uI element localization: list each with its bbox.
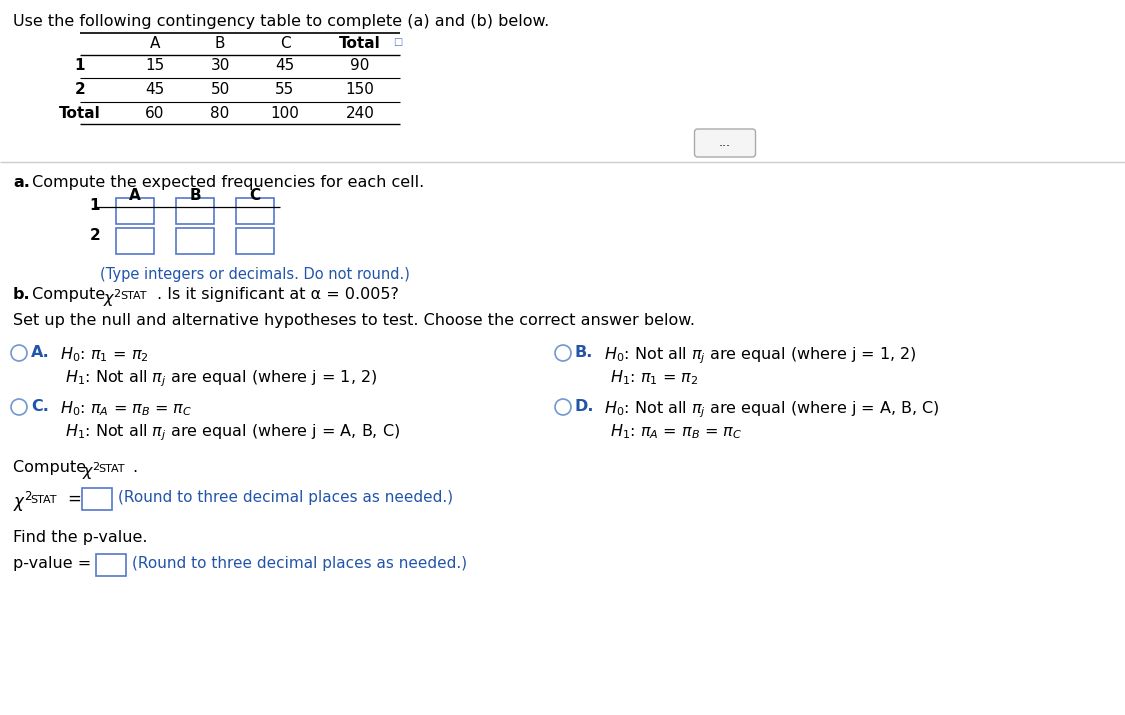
Text: $H_1$: $\pi_A$ = $\pi_B$ = $\pi_C$: $H_1$: $\pi_A$ = $\pi_B$ = $\pi_C$ <box>610 422 742 440</box>
FancyBboxPatch shape <box>82 488 113 510</box>
FancyBboxPatch shape <box>176 228 214 254</box>
Text: 2: 2 <box>90 228 100 243</box>
Text: Set up the null and alternative hypotheses to test. Choose the correct answer be: Set up the null and alternative hypothes… <box>14 313 695 328</box>
Text: $\chi^2$: $\chi^2$ <box>14 490 33 514</box>
FancyBboxPatch shape <box>116 198 154 224</box>
Text: Compute: Compute <box>27 287 110 302</box>
Text: Total: Total <box>60 106 101 121</box>
Text: (Type integers or decimals. Do not round.): (Type integers or decimals. Do not round… <box>100 267 410 282</box>
Text: 30: 30 <box>210 58 230 73</box>
Text: p-value =: p-value = <box>14 556 91 571</box>
Text: STAT: STAT <box>98 464 125 474</box>
Text: Total: Total <box>339 36 381 51</box>
Circle shape <box>555 345 572 361</box>
Text: $\chi^2$: $\chi^2$ <box>82 460 101 482</box>
Text: D.: D. <box>575 399 594 414</box>
Text: 150: 150 <box>345 82 375 97</box>
FancyBboxPatch shape <box>236 228 274 254</box>
Text: 55: 55 <box>276 82 295 97</box>
Text: Compute: Compute <box>14 460 91 475</box>
Text: $H_0$: $\pi_1$ = $\pi_2$: $H_0$: $\pi_1$ = $\pi_2$ <box>50 345 148 364</box>
Text: 15: 15 <box>145 58 164 73</box>
Text: ...: ... <box>719 137 731 149</box>
Text: C: C <box>250 188 261 203</box>
Text: 240: 240 <box>345 106 375 121</box>
Text: $H_1$: $\pi_1$ = $\pi_2$: $H_1$: $\pi_1$ = $\pi_2$ <box>610 368 699 387</box>
Text: C.: C. <box>32 399 48 414</box>
Text: C: C <box>280 36 290 51</box>
Text: B.: B. <box>575 345 593 360</box>
Text: 1: 1 <box>74 58 86 73</box>
Text: Use the following contingency table to complete (a) and (b) below.: Use the following contingency table to c… <box>14 14 549 29</box>
Text: 50: 50 <box>210 82 230 97</box>
Text: 45: 45 <box>145 82 164 97</box>
FancyBboxPatch shape <box>96 554 126 576</box>
Text: 80: 80 <box>210 106 230 121</box>
Text: 1: 1 <box>90 198 100 213</box>
Text: $\chi^2$: $\chi^2$ <box>104 287 122 309</box>
Text: 45: 45 <box>276 58 295 73</box>
Text: (Round to three decimal places as needed.): (Round to three decimal places as needed… <box>132 556 467 571</box>
Text: A: A <box>129 188 141 203</box>
Text: $H_0$: Not all $\pi_j$ are equal (where j = 1, 2): $H_0$: Not all $\pi_j$ are equal (where … <box>594 345 917 365</box>
FancyBboxPatch shape <box>236 198 274 224</box>
Text: =: = <box>68 490 81 508</box>
FancyBboxPatch shape <box>116 228 154 254</box>
Text: □: □ <box>393 37 403 47</box>
Text: STAT: STAT <box>30 495 56 505</box>
Text: b.: b. <box>14 287 30 302</box>
Text: Compute the expected frequencies for each cell.: Compute the expected frequencies for eac… <box>27 175 424 190</box>
Text: B: B <box>215 36 225 51</box>
Text: . Is it significant at α = 0.005?: . Is it significant at α = 0.005? <box>158 287 399 302</box>
Text: A: A <box>150 36 160 51</box>
FancyBboxPatch shape <box>694 129 756 157</box>
Circle shape <box>11 399 27 415</box>
Text: $H_1$: Not all $\pi_j$ are equal (where j = 1, 2): $H_1$: Not all $\pi_j$ are equal (where … <box>65 368 377 388</box>
Text: a.: a. <box>14 175 30 190</box>
Text: .: . <box>132 460 137 475</box>
Text: 100: 100 <box>271 106 299 121</box>
Text: 2: 2 <box>74 82 86 97</box>
Text: $H_0$: $\pi_A$ = $\pi_B$ = $\pi_C$: $H_0$: $\pi_A$ = $\pi_B$ = $\pi_C$ <box>50 399 192 418</box>
Text: STAT: STAT <box>120 291 146 301</box>
Circle shape <box>555 399 572 415</box>
Circle shape <box>11 345 27 361</box>
Text: (Round to three decimal places as needed.): (Round to three decimal places as needed… <box>118 490 453 505</box>
Text: $H_1$: Not all $\pi_j$ are equal (where j = A, B, C): $H_1$: Not all $\pi_j$ are equal (where … <box>65 422 400 443</box>
Text: B: B <box>189 188 201 203</box>
Text: $H_0$: Not all $\pi_j$ are equal (where j = A, B, C): $H_0$: Not all $\pi_j$ are equal (where … <box>594 399 939 420</box>
Text: Find the p-value.: Find the p-value. <box>14 530 147 545</box>
Text: 90: 90 <box>350 58 370 73</box>
Text: A.: A. <box>32 345 50 360</box>
Text: 60: 60 <box>145 106 164 121</box>
FancyBboxPatch shape <box>176 198 214 224</box>
